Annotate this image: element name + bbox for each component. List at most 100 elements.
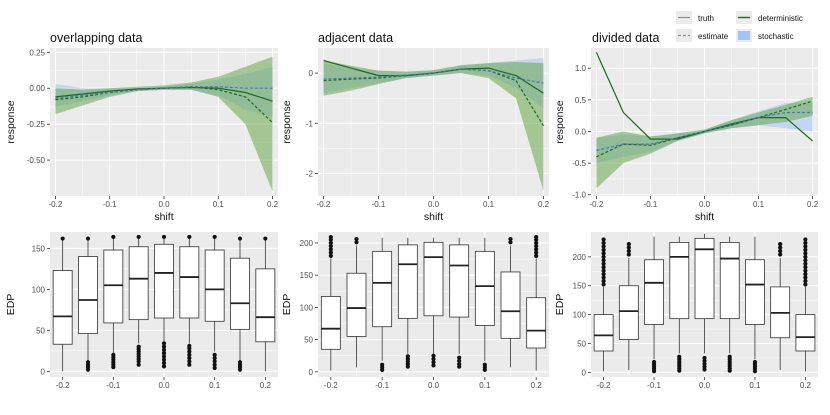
box-outlier <box>601 268 606 273</box>
box-outlier <box>534 235 539 240</box>
box-outlier <box>778 248 783 254</box>
x-tick-label: 0.2 <box>538 200 550 209</box>
box-iqr <box>346 272 367 337</box>
box-iqr <box>179 246 200 319</box>
box-outlier <box>803 272 808 277</box>
box-panel-3: -0.2 -0.1 0.0 0.1 0.2 0 50 100 150 EDP <box>5 232 278 390</box>
y-tick-label: 0 <box>309 69 314 78</box>
box-outlier <box>263 236 268 241</box>
box-outlier <box>161 341 167 346</box>
box-panel-4: -0.2 -0.1 0.0 0.1 0.2 0 50 100 150 200 EDP <box>281 232 549 390</box>
box-1 <box>346 236 367 368</box>
box-0 <box>52 236 73 372</box>
box-iqr <box>474 250 495 326</box>
y-tick-label: 50 <box>577 339 586 348</box>
box-outlier <box>405 354 410 359</box>
box-7 <box>230 236 250 372</box>
box-outlier <box>601 247 606 253</box>
box-outlier <box>803 265 808 270</box>
box-4 <box>154 234 174 369</box>
panel-plot-area <box>323 58 545 191</box>
box-outlier <box>727 354 732 359</box>
box-outlier <box>111 234 116 240</box>
box-outlier <box>187 352 192 357</box>
box-7 <box>500 236 521 368</box>
box-7 <box>770 242 791 371</box>
band-deterministic <box>596 96 813 189</box>
x-tick-label: 0.0 <box>699 200 711 209</box>
y-tick-label: 150 <box>32 244 46 253</box>
box-outlier <box>161 351 167 356</box>
box-outlier <box>803 240 808 246</box>
x-tick-label: -0.2 <box>597 381 611 390</box>
legend-label-stochastic: stochastic <box>758 32 794 41</box>
box-outlier <box>328 250 333 255</box>
y-tick-label: 50 <box>304 336 313 345</box>
box-outlier <box>187 234 192 240</box>
box-5 <box>179 234 200 367</box>
y-tick-label: -0.25 <box>27 120 46 129</box>
box-outlier <box>803 244 808 249</box>
box-outlier <box>601 240 606 246</box>
y-tick-label: -2 <box>306 169 314 178</box>
box-outlier <box>328 240 333 246</box>
box-iqr <box>593 314 614 352</box>
panel-title-adjacent: adjacent data <box>318 31 393 45</box>
box-outlier <box>601 279 606 284</box>
line-panel-1: -0.2 -0.1 0.0 0.1 0.2 -2 -1 0 shift response <box>281 48 550 223</box>
box-outlier <box>431 353 436 358</box>
box-outlier <box>534 247 539 252</box>
box-outlier <box>677 354 682 359</box>
y-tick-label: 50 <box>36 326 45 335</box>
x-axis-label: shift <box>424 211 443 223</box>
y-axis-label: response <box>554 100 566 143</box>
box-outlier <box>161 364 167 369</box>
box-4 <box>694 233 715 372</box>
box-iqr <box>500 271 521 339</box>
box-outlier <box>752 359 758 365</box>
x-tick-label: 0.0 <box>428 200 440 209</box>
box-outlier <box>702 364 707 369</box>
legend: truth estimate deterministic stochastic <box>676 11 803 42</box>
box-iqr <box>397 244 418 319</box>
box-3 <box>669 236 690 373</box>
box-iqr <box>128 246 149 321</box>
box-2 <box>372 237 393 373</box>
y-axis-label: response <box>5 100 17 143</box>
legend-label-estimate: estimate <box>698 32 729 41</box>
box-outlier <box>187 343 192 348</box>
box-outlier <box>702 358 707 363</box>
x-tick-label: 0.1 <box>209 381 221 390</box>
box-outlier <box>778 252 783 257</box>
box-outlier <box>354 240 359 245</box>
box-iqr <box>320 296 341 350</box>
x-tick-label: -0.2 <box>317 200 331 209</box>
y-tick-label: 100 <box>573 311 587 320</box>
series-line-stochastic-estimate <box>323 68 544 84</box>
box-outlier <box>328 235 333 240</box>
box-outlier <box>803 247 808 253</box>
panel-title-divided: divided data <box>592 31 659 45</box>
box-outlier <box>328 244 333 249</box>
y-tick-label: 100 <box>300 303 314 312</box>
box-outlier <box>534 253 539 258</box>
y-tick-label: -0.50 <box>27 156 46 165</box>
y-tick-label: 0.25 <box>29 48 45 57</box>
box-8 <box>795 237 816 372</box>
x-tick-label: 0.2 <box>260 381 272 390</box>
box-outlier <box>803 254 808 259</box>
box-outlier <box>601 244 606 249</box>
box-iqr <box>669 241 690 320</box>
box-outlier <box>626 252 631 257</box>
series-line-truth <box>55 86 273 102</box>
box-3 <box>128 234 149 367</box>
box-outlier <box>212 234 217 240</box>
x-axis-label: shift <box>695 211 714 223</box>
box-outlier <box>212 359 217 364</box>
box-panel-5: -0.2 -0.1 0.0 0.1 0.2 0 50 100 150 200 EDP <box>554 232 818 390</box>
y-tick-label: 0.0 <box>575 127 587 136</box>
box-5 <box>719 236 740 373</box>
x-axis-label: shift <box>154 211 173 223</box>
y-tick-label: -1.0 <box>572 191 586 200</box>
